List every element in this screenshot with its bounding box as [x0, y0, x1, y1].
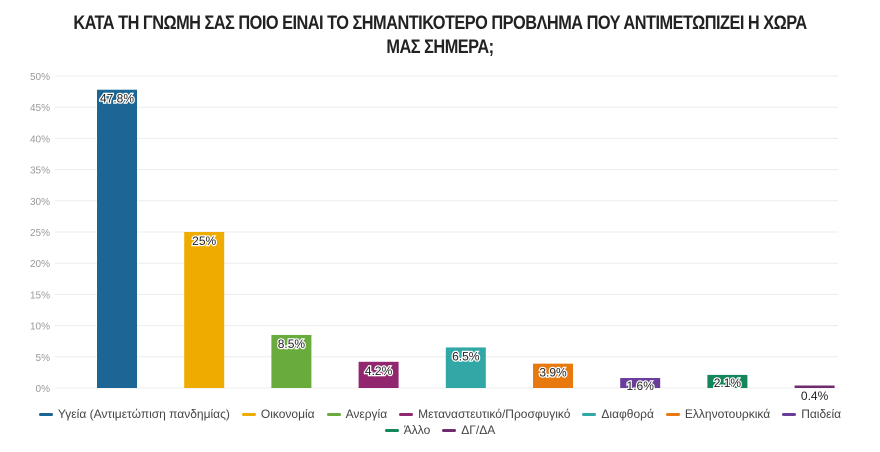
legend-item[interactable]: Ανεργία — [326, 406, 388, 422]
legend-label: Οικονομία — [260, 407, 315, 421]
y-tick-label: 50% — [30, 72, 50, 83]
bar — [97, 89, 137, 388]
legend-label: Παιδεία — [801, 407, 842, 421]
y-tick-label: 10% — [30, 322, 50, 333]
legend-item[interactable]: ΔΓ/ΔΑ — [442, 422, 495, 438]
bar — [271, 334, 312, 388]
legend-label: Ελληνοτουρκικά — [684, 407, 771, 421]
y-tick-label: 35% — [30, 166, 50, 177]
data-label: 2.1% — [714, 376, 742, 390]
data-label: 0.4% — [801, 389, 829, 403]
data-label: 3.9% — [539, 366, 567, 380]
bar — [533, 363, 573, 388]
y-tick-label: 5% — [36, 353, 51, 364]
legend-swatch-icon — [38, 413, 53, 417]
legend-label: Διαφθορά — [601, 407, 654, 421]
legend-swatch-icon — [582, 413, 597, 417]
data-label: 6.5% — [452, 349, 480, 363]
data-label: 8.5% — [278, 337, 306, 351]
data-label: 1.6% — [627, 379, 655, 393]
legend-item[interactable]: Άλλο — [384, 422, 431, 438]
bar — [620, 378, 661, 388]
bar — [794, 385, 835, 388]
data-label: 4.2% — [365, 364, 393, 378]
y-tick-label: 25% — [30, 228, 50, 239]
y-tick-label: 20% — [30, 259, 50, 270]
bar — [184, 232, 225, 388]
legend-label: Μεταναστευτικό/Προσφυγικό — [418, 407, 571, 421]
chart-title: ΚΑΤΑ ΤΗ ΓΝΩΜΗ ΣΑΣ ΠΟΙΟ ΕΙΝΑΙ ΤΟ ΣΗΜΑΝΤΙΚ… — [73, 13, 807, 58]
y-tick-label: 0% — [36, 384, 51, 395]
legend-swatch-icon — [384, 429, 399, 433]
y-tick-label: 15% — [30, 290, 50, 301]
legend-swatch-icon — [442, 429, 457, 433]
legend-label: Υγεία (Αντιμετώπιση πανδημίας) — [57, 407, 230, 421]
bar — [358, 361, 399, 388]
legend-swatch-icon — [665, 413, 680, 417]
bar — [445, 347, 486, 388]
y-tick-label: 40% — [30, 134, 50, 145]
legend-item[interactable]: Μεταναστευτικό/Προσφυγικό — [399, 406, 570, 422]
y-tick-label: 30% — [30, 197, 50, 208]
y-tick-label: 45% — [30, 103, 50, 114]
legend-item[interactable]: Παιδεία — [782, 406, 841, 422]
legend-swatch-icon — [241, 413, 256, 417]
legend-label: ΔΓ/ΔΑ — [461, 423, 496, 437]
legend-swatch-icon — [399, 413, 414, 417]
legend-label: Άλλο — [403, 423, 431, 437]
legend-item[interactable]: Οικονομία — [241, 406, 315, 422]
chart-legend: Υγεία (Αντιμετώπιση πανδημίας) Οικονομία Α… — [20, 406, 860, 438]
data-label: 25% — [192, 234, 216, 248]
legend-item[interactable]: Διαφθορά — [582, 406, 654, 422]
legend-swatch-icon — [782, 413, 797, 417]
bar — [707, 374, 748, 388]
legend-item[interactable]: Υγεία (Αντιμετώπιση πανδημίας) — [38, 406, 230, 422]
data-label: 47.8% — [100, 92, 134, 106]
legend-item[interactable]: Ελληνοτουρκικά — [665, 406, 771, 422]
legend-swatch-icon — [326, 413, 341, 417]
legend-label: Ανεργία — [345, 407, 388, 421]
